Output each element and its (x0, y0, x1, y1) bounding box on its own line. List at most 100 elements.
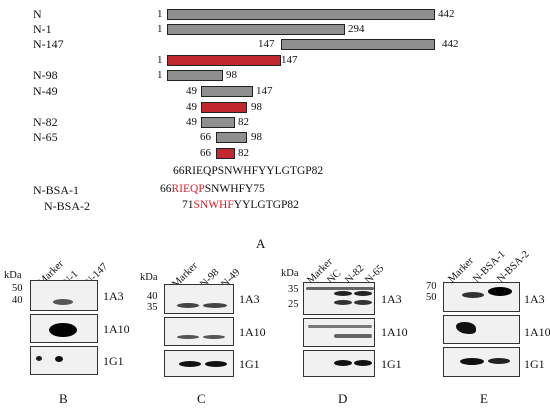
panel-label-c: C (197, 391, 206, 406)
row-label-n-1: N-1 (33, 22, 52, 36)
range-end: 82 (238, 116, 249, 128)
bsa2-sequence: 71SNWHFYYLGTGP82 (182, 199, 299, 212)
region-bar-49-98 (201, 102, 247, 113)
panel-label-b: B (59, 391, 68, 406)
blot-e-1a10 (443, 315, 520, 344)
range-start: 66 (200, 131, 211, 143)
blot-d-1g1 (303, 350, 375, 377)
blot-c-1g1 (164, 350, 234, 377)
row-label-n-65: N-65 (33, 130, 58, 144)
band (179, 361, 201, 367)
range-end: 98 (226, 69, 237, 81)
blot-b-1g1 (30, 346, 98, 375)
bsa2-label: N-BSA-2 (44, 199, 91, 213)
band (36, 356, 42, 361)
blot-d-1a3 (303, 282, 375, 315)
band (354, 291, 372, 296)
range-start: 1 (157, 23, 163, 35)
antibody-label: 1G1 (381, 357, 402, 371)
antibody-label: 1A3 (524, 292, 545, 306)
construct-bar-n-49 (201, 86, 253, 97)
marker-value: 25 (288, 299, 299, 310)
range-start: 49 (186, 101, 197, 113)
band (205, 361, 227, 367)
marker-value: 50 (12, 283, 23, 294)
range-end: 442 (442, 38, 459, 50)
antibody-label: 1G1 (524, 357, 545, 371)
marker-value: 40 (147, 291, 158, 302)
band (53, 299, 73, 305)
kda-label: kDa (4, 270, 22, 281)
range-start: 1 (157, 69, 163, 81)
antibody-label: 1A10 (239, 325, 266, 339)
construct-bar-n-98 (167, 70, 223, 81)
blot-e-1a3 (443, 282, 520, 312)
band (55, 356, 63, 362)
band (488, 358, 510, 364)
antibody-label: 1A10 (103, 322, 130, 336)
antibody-label: 1G1 (239, 357, 260, 371)
bsa2-red-motif: SNWHF (193, 199, 234, 211)
panel-label-e: E (480, 391, 488, 406)
band (460, 358, 484, 365)
range-start: 49 (186, 116, 197, 128)
band (456, 322, 476, 334)
marker-value: 40 (12, 295, 23, 306)
band (334, 300, 352, 305)
region-bar-1-147 (167, 55, 281, 66)
construct-bar-n-82 (201, 117, 235, 128)
band (203, 335, 225, 339)
antibody-label: 1A10 (381, 325, 408, 339)
blot-b-1a3 (30, 280, 98, 311)
region-bar-66-82 (216, 148, 235, 159)
row-label-n-82: N-82 (33, 115, 58, 129)
bsa1-rest: SNWHFY75 (204, 183, 265, 195)
panel-label-d: D (338, 391, 348, 406)
bsa1-label: N-BSA-1 (33, 183, 80, 197)
blot-c-1a10 (164, 317, 234, 346)
antibody-label: 1A3 (103, 289, 124, 303)
range-start: 66 (200, 147, 211, 159)
range-end: 98 (251, 131, 262, 143)
kda-label: kDa (140, 272, 158, 283)
band (203, 303, 227, 308)
range-end: 82 (238, 147, 249, 159)
blot-b-1a10 (30, 314, 98, 343)
row-label-n-147: N-147 (33, 37, 64, 51)
band (334, 291, 352, 296)
blot-d-1a10 (303, 318, 375, 347)
range-start: 1 (157, 54, 163, 66)
range-end: 442 (438, 8, 455, 20)
sequence-66-82: 66RIEQPSNWHFYYLGTGP82 (173, 165, 324, 177)
band (334, 360, 352, 366)
panel-label-a: A (256, 236, 266, 251)
range-end: 147 (281, 54, 298, 66)
construct-bar-n-147 (281, 39, 435, 50)
row-label-n-98: N-98 (33, 68, 58, 82)
range-end: 294 (348, 23, 365, 35)
band (308, 325, 372, 328)
band (354, 360, 372, 366)
kda-label: kDa (281, 268, 299, 279)
band (306, 287, 374, 290)
range-start: 1 (157, 8, 163, 20)
antibody-label: 1A10 (524, 325, 550, 339)
antibody-label: 1A3 (239, 292, 260, 306)
antibody-label: 1G1 (103, 354, 124, 368)
marker-value: 35 (147, 302, 158, 313)
bsa1-prefix: 66 (160, 183, 172, 195)
band (354, 300, 372, 305)
marker-value: 70 (426, 281, 437, 292)
bsa2-prefix: 71 (182, 199, 194, 211)
range-start: 147 (258, 38, 275, 50)
band (49, 323, 77, 337)
blot-e-1g1 (443, 347, 520, 377)
band (462, 292, 484, 298)
row-label-n-49: N-49 (33, 84, 58, 98)
construct-bar-n-1 (167, 24, 345, 35)
band (334, 334, 372, 338)
band (177, 335, 199, 339)
band (488, 287, 512, 296)
marker-value: 50 (426, 292, 437, 303)
range-end: 98 (251, 101, 262, 113)
